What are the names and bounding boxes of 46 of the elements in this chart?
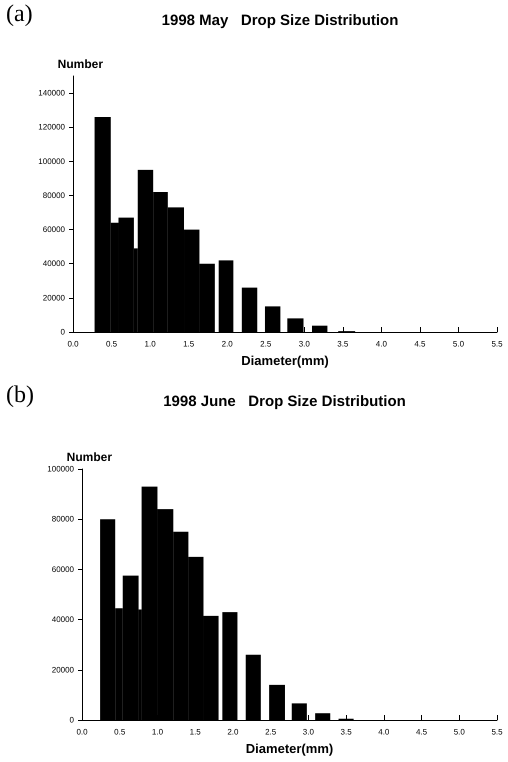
y-tick-label: 100000 [38, 156, 66, 166]
x-tick-label: 3.5 [340, 728, 352, 736]
x-tick-label: 1.5 [183, 340, 195, 348]
x-tick-label: 4.0 [376, 340, 388, 348]
y-tick-label: 120000 [38, 122, 66, 132]
x-tick-label: 3.0 [298, 340, 310, 348]
x-tick-label: 1.0 [144, 340, 156, 348]
y-tick-label: 140000 [38, 88, 66, 98]
x-tick-label: 4.0 [378, 728, 390, 736]
y-tick-label: 80000 [42, 190, 66, 200]
y-tick-label: 20000 [52, 665, 75, 674]
x-tick-label: 2.0 [227, 728, 240, 736]
x-tick-label: 0.0 [76, 728, 88, 736]
y-tick-label: 80000 [52, 514, 75, 524]
y-axis-title: Number [58, 57, 104, 71]
text: (a) [6, 1, 33, 27]
y-tick-label: 0 [60, 328, 66, 336]
y-tick-label: 40000 [52, 615, 75, 624]
chart-title: 1998 May Drop Size Distribution [162, 12, 398, 29]
x-tick-label: 2.5 [265, 728, 277, 736]
y-tick-label: 60000 [52, 564, 75, 574]
x-tick-label: 5.5 [491, 340, 504, 348]
y-tick-label: 100000 [47, 464, 75, 474]
x-tick-label: 0.5 [114, 728, 126, 736]
x-tick-label: 5.5 [491, 728, 504, 736]
x-tick-label: 3.5 [337, 340, 349, 348]
x-tick-label: 2.5 [260, 340, 272, 348]
y-tick-label: 60000 [42, 225, 66, 234]
y-tick-label: 20000 [42, 293, 66, 302]
y-axis-title: Number [66, 450, 112, 464]
x-axis-title: Diameter(mm) [241, 353, 329, 368]
x-tick-label: 5.0 [454, 728, 466, 736]
y-tick-label: 0 [70, 716, 75, 724]
x-axis-title: Diameter(mm) [246, 741, 334, 756]
x-tick-label: 3.0 [302, 728, 314, 736]
x-tick-label: 4.5 [416, 728, 428, 736]
x-tick-label: 1.0 [152, 728, 164, 736]
x-tick-label: 4.5 [414, 340, 426, 348]
x-tick-label: 5.0 [452, 340, 465, 348]
x-tick-label: 2.0 [222, 340, 234, 348]
y-tick-label: 40000 [42, 259, 66, 268]
x-tick-label: 0.0 [67, 340, 80, 348]
chart-title: 1998 June Drop Size Distribution [163, 393, 406, 410]
text: (b) [6, 382, 34, 408]
x-tick-label: 0.5 [106, 340, 118, 348]
x-tick-label: 1.5 [190, 728, 202, 736]
